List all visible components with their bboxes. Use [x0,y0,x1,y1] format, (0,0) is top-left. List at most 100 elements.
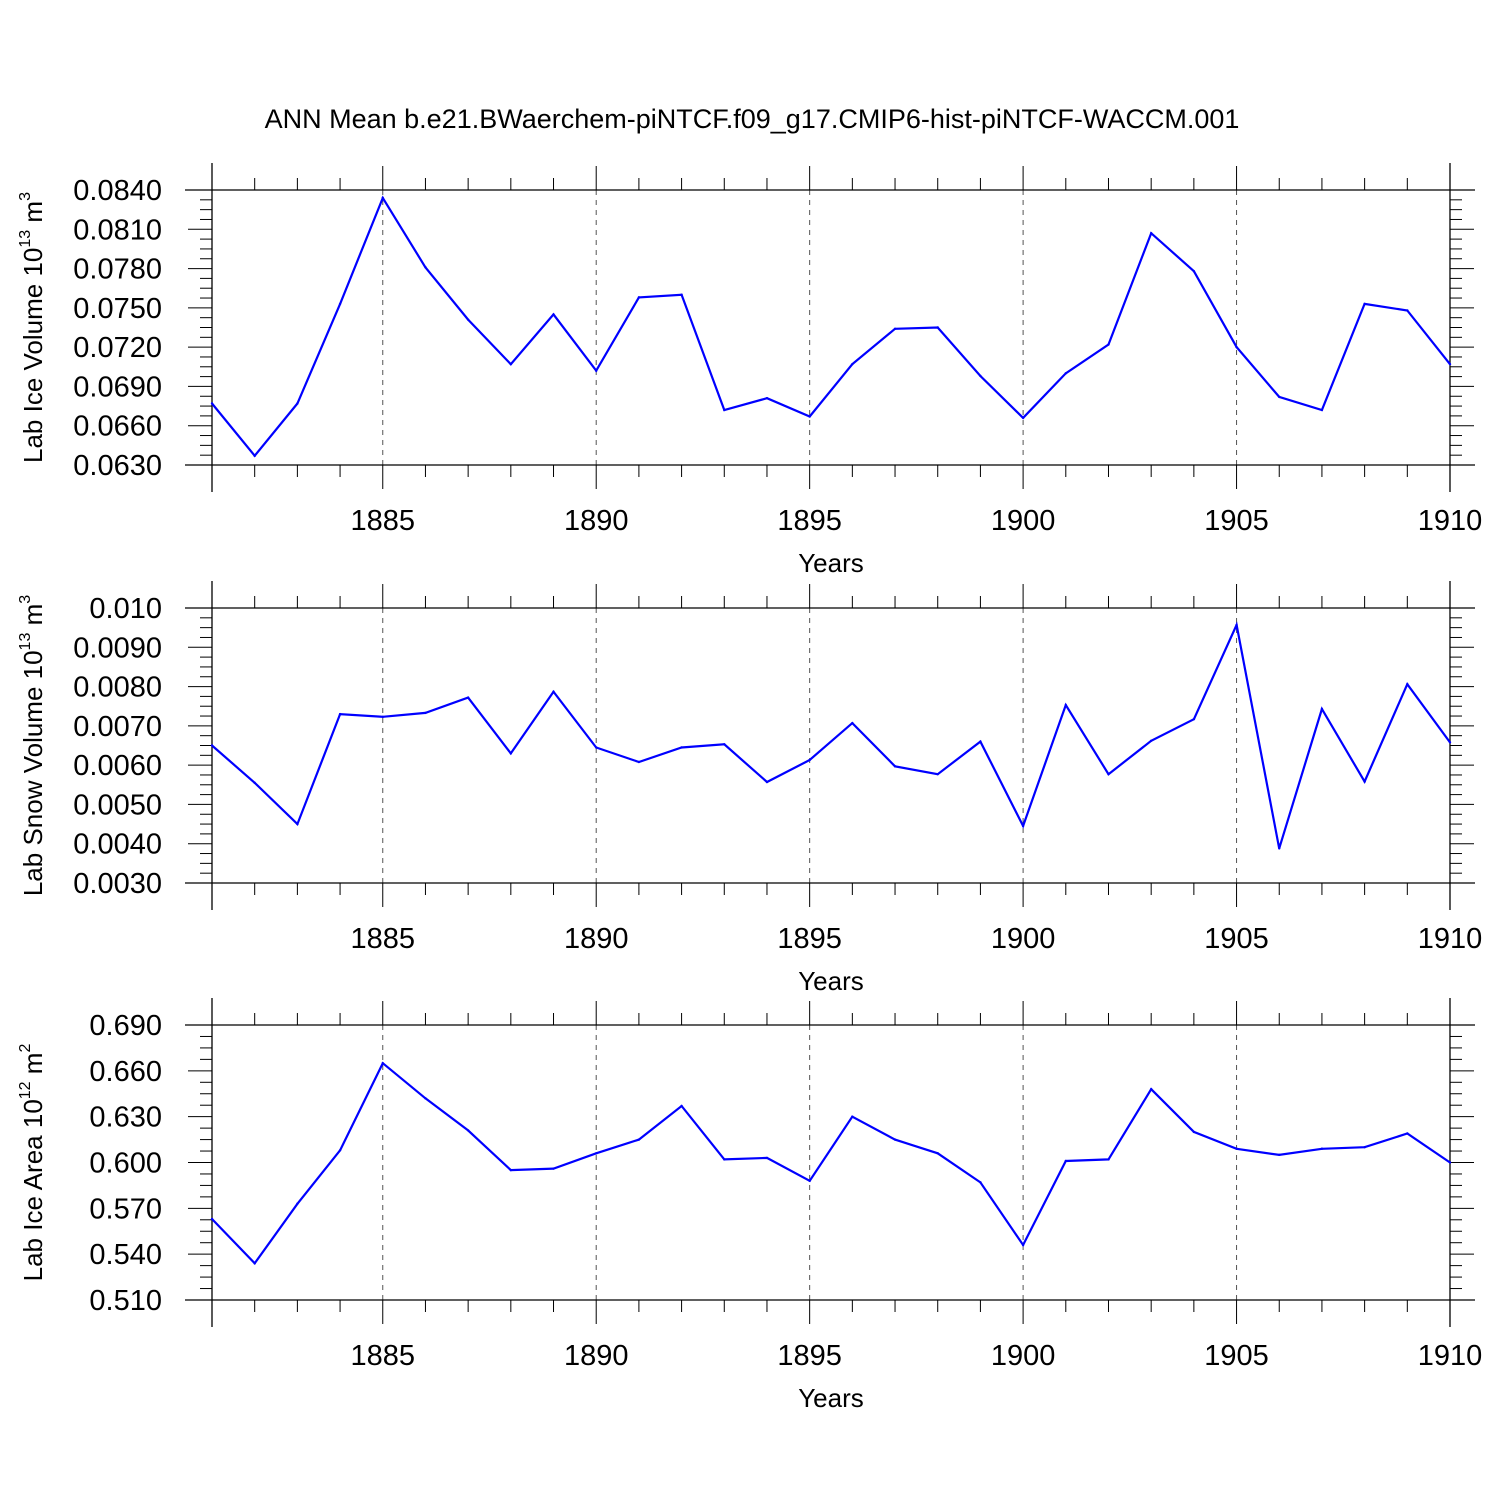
data-point [1021,1243,1025,1247]
data-point [1064,703,1067,707]
data-point [1363,780,1366,783]
y-axis-title: Lab Snow Volume 1013 m3 [17,595,48,896]
data-point [765,780,769,784]
data-point [552,1167,555,1170]
x-tick-label: 1900 [991,505,1056,537]
data-point [595,369,598,372]
data-point [1448,741,1452,744]
data-point [1064,372,1067,375]
data-point [381,1061,384,1065]
figure-title: ANN Mean b.e21.BWaerchem-piNTCF.f09_g17.… [265,104,1240,134]
y-axis-title-exp: 13 [17,230,34,248]
data-point [1448,1161,1452,1164]
data-point [808,1179,811,1183]
data-point [424,266,427,269]
data-point [1021,416,1025,420]
y-axis-title-main: Lab Snow Volume 10 [18,650,48,896]
data-point [509,1168,513,1172]
x-tick-label: 1895 [777,505,842,537]
y-tick-label: 0.0630 [73,450,162,482]
data-points [210,623,1452,850]
data-point [1235,1147,1238,1150]
y-tick-label: 0.570 [89,1193,162,1225]
data-point [1278,847,1281,850]
x-tick-label: 1890 [564,505,629,537]
tick-marks [188,166,1474,489]
y-tick-label: 0.0660 [73,411,162,443]
data-point [1192,269,1196,273]
x-axis-title: Years [798,548,864,578]
data-point [1278,1153,1281,1157]
data-point [1406,683,1409,686]
y-axis-title-unit: m [18,604,48,633]
data-point [210,402,214,405]
data-points [210,1061,1452,1265]
y-tick-label: 0.010 [89,593,162,625]
data-point [253,454,256,458]
data-point [210,1217,214,1221]
data-point [893,327,897,331]
data-point [595,746,598,749]
panel-3: 0.510 0.540 0.570 0.600 0.630 0.660 0.690 1885 1… [17,998,1482,1413]
data-point [253,781,256,785]
data-point [1064,1159,1067,1163]
data-point [851,1115,854,1118]
x-tick-label: 1910 [1418,505,1483,537]
data-point [1149,739,1153,742]
x-axis-title: Years [798,966,864,996]
y-tick-label: 0.0050 [73,789,162,821]
y-tick-label: 0.0690 [73,371,162,403]
x-tick-label: 1890 [564,923,629,955]
data-point [1192,1130,1196,1134]
y-tick-label: 0.0090 [73,632,162,664]
data-point [1149,1087,1153,1091]
data-point [979,1181,982,1184]
x-tick-label: 1885 [351,1340,416,1372]
y-tick-label: 0.0070 [73,711,162,743]
data-point [253,1262,256,1265]
y-axis-title: Lab Ice Area 1012 m2 [17,1044,48,1282]
data-point [1107,343,1110,346]
data-point [552,313,555,316]
panel-2: 0.0030 0.0040 0.0050 0.0060 0.0070 0.0080 0.00… [17,581,1482,996]
data-point [1320,707,1324,711]
data-point [552,690,555,693]
data-point [723,743,726,746]
data-point [1320,408,1324,412]
x-axis-title: Years [798,1383,864,1413]
y-tick-label: 0.0750 [73,293,162,325]
data-point [381,196,384,200]
y-tick-label: 0.600 [89,1148,162,1180]
data-point [1149,232,1153,235]
data-point [1320,1147,1324,1150]
x-tick-label: 1895 [777,923,842,955]
data-point [296,822,299,826]
data-point [466,1129,470,1132]
data-point [509,362,513,366]
y-axis-title-unit-exp: 2 [17,1044,34,1053]
data-point [723,408,726,412]
y-tick-label: 0.0040 [73,829,162,861]
axes-frame [185,581,1475,910]
y-tick-label: 0.0810 [73,214,162,246]
y-tick-label: 0.0060 [73,750,162,782]
x-tick-label: 1885 [351,923,416,955]
data-point [381,715,384,719]
data-point [210,744,214,747]
y-axis-title-unit: m [18,201,48,230]
y-tick-label: 0.630 [89,1102,162,1134]
y-axis-title-unit: m [18,1053,48,1082]
x-tick-label: 1900 [991,1340,1056,1372]
data-point [808,758,811,762]
data-point [680,746,683,749]
panel-1: 0.0630 0.0660 0.0690 0.0720 0.0750 0.0780 0.08… [17,163,1482,578]
data-point [1448,362,1452,366]
data-point [1107,1158,1110,1161]
x-tick-label: 1890 [564,1340,629,1372]
y-tick-label: 0.540 [89,1239,162,1271]
y-axis-title-main: Lab Ice Area 10 [18,1099,48,1281]
data-point [979,740,982,743]
x-tick-label: 1900 [991,923,1056,955]
tick-marks [188,1001,1474,1324]
data-point [466,696,470,699]
